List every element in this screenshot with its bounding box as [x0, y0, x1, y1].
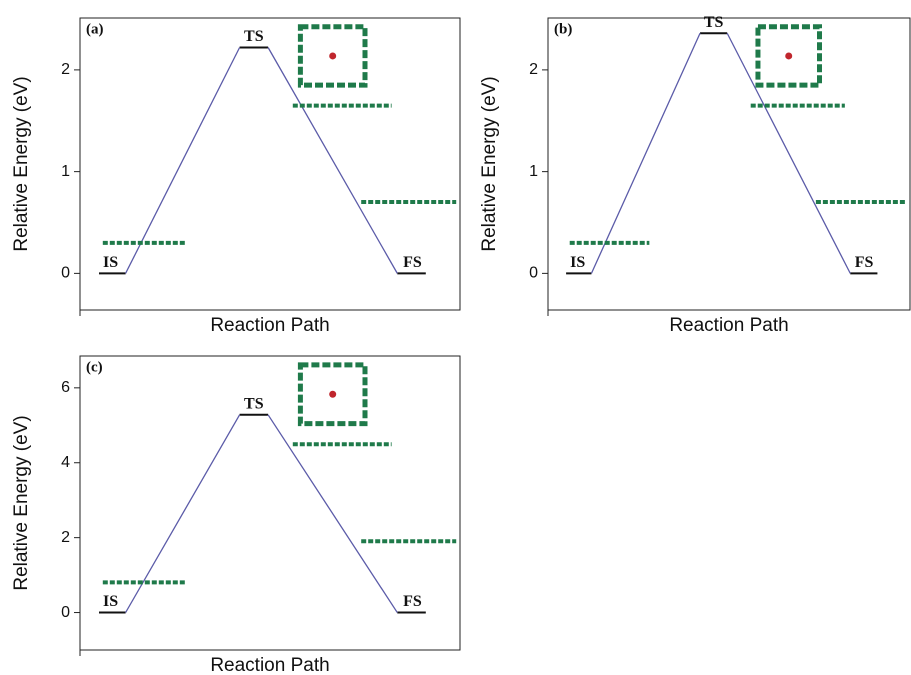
structure-sketch — [329, 391, 336, 398]
structure-sketch — [785, 52, 792, 59]
panel-label: (b) — [554, 21, 572, 37]
y-tick-label: 0 — [61, 604, 70, 621]
structure-sketch — [329, 52, 336, 59]
path-connector — [268, 48, 397, 274]
x-axis-title: Reaction Path — [210, 315, 329, 336]
figure: 0 1 2 (a) Reaction Path Relative Energy (eV) I… — [0, 0, 911, 675]
path-connector — [126, 48, 240, 274]
y-tick-label: 1 — [61, 163, 70, 180]
y-tick-label: 0 — [61, 265, 70, 282]
panel-label: (a) — [86, 21, 104, 37]
y-tick-label: 2 — [61, 529, 70, 546]
state-label: TS — [244, 28, 264, 45]
state-label: IS — [103, 254, 118, 271]
panel-label: (c) — [86, 359, 103, 375]
y-tick-label: 0 — [529, 265, 538, 282]
y-tick-label: 6 — [61, 379, 70, 396]
state-label: FS — [403, 254, 422, 271]
y-tick-label: 2 — [529, 61, 538, 78]
y-axis-title: Relative Energy (eV) — [11, 76, 32, 251]
state-label: TS — [704, 14, 724, 31]
state-label: TS — [244, 395, 264, 412]
state-label: IS — [570, 254, 585, 271]
y-axis-title: Relative Energy (eV) — [479, 76, 500, 251]
y-axis-title: Relative Energy (eV) — [11, 415, 32, 590]
state-label: IS — [103, 593, 118, 610]
state-label: FS — [855, 254, 874, 271]
y-tick-label: 2 — [61, 61, 70, 78]
path-connector — [727, 33, 850, 273]
x-axis-title: Reaction Path — [210, 655, 329, 675]
y-tick-label: 1 — [529, 163, 538, 180]
path-connector — [591, 33, 700, 273]
y-tick-label: 4 — [61, 454, 70, 471]
state-label: FS — [403, 593, 422, 610]
x-axis-title: Reaction Path — [669, 315, 788, 336]
